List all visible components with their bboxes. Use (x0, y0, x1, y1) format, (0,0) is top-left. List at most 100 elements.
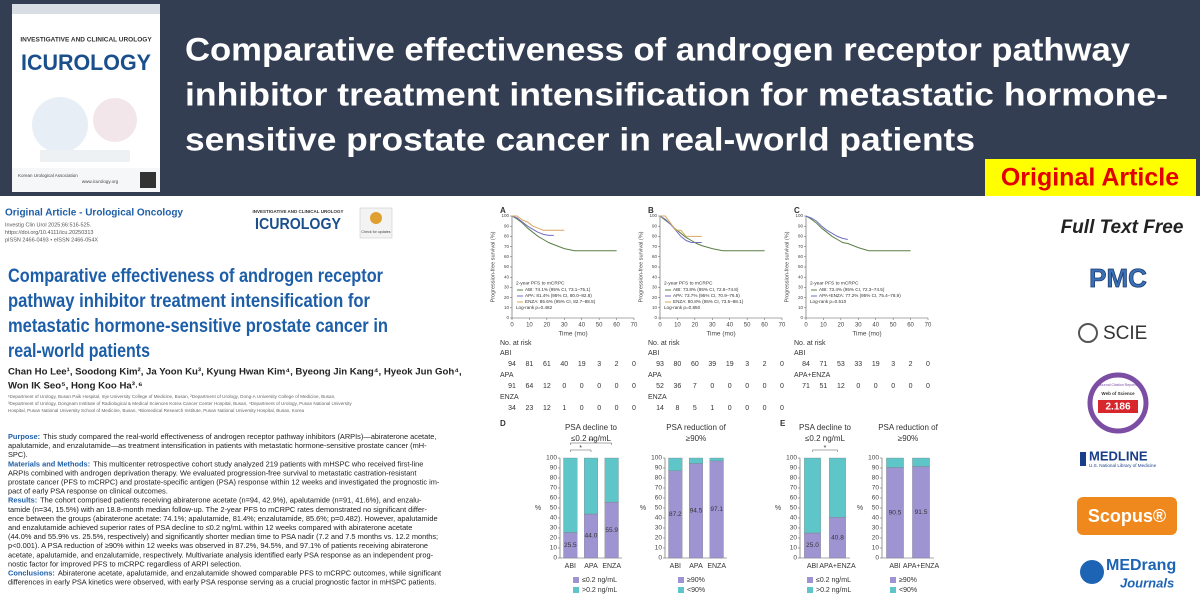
y-tick-label: 30 (798, 285, 804, 290)
y-tick-label: 100 (546, 455, 557, 462)
y-axis-label: % (640, 505, 646, 512)
at-risk-count: 0 (728, 405, 732, 412)
legend-swatch (807, 587, 813, 593)
paper-title: metastatic hormone-sensitive prostate ca… (8, 316, 388, 337)
abstract-label: Materials and Methods: (8, 459, 90, 468)
abstract-line: apalutamide, and enzalutamide—as treatme… (8, 441, 427, 450)
value-label: 97.1 (710, 506, 723, 513)
legend-swatch (890, 587, 896, 593)
x-tick-label: 0 (510, 323, 514, 329)
y-tick-label: 100 (651, 455, 662, 462)
y-tick-label: 90 (872, 465, 880, 472)
y-tick-label: 30 (652, 285, 658, 290)
y-tick-label: 100 (501, 213, 509, 218)
abstract-text: Abiraterone acetate, apalutamide, and en… (58, 568, 441, 577)
logrank: Log-rank p=0.510 (810, 299, 847, 304)
y-tick-label: 20 (550, 535, 558, 542)
header-title: sensitive prostate cancer in real-world … (185, 121, 975, 157)
at-risk-count: 0 (632, 383, 636, 390)
survival-curve (511, 215, 554, 236)
y-tick-label: 90 (798, 223, 804, 228)
at-risk-count: 52 (656, 383, 664, 390)
y-tick-label: 20 (652, 295, 658, 300)
y-tick-label: 50 (655, 505, 663, 512)
value-label: 87.2 (669, 511, 682, 518)
y-tick-label: 10 (652, 305, 658, 310)
scie-logo: SCIE (1103, 323, 1147, 344)
y-tick-label: 60 (655, 495, 663, 502)
y-tick-label: 10 (504, 305, 510, 310)
y-tick-label: 20 (872, 535, 880, 542)
legend-label: APA: 73.7% (95% CI, 70.9–76.5) (673, 293, 740, 298)
legend-label: >0.2 ng/mL (582, 587, 617, 594)
at-risk-count: 84 (802, 361, 810, 368)
abstract-text: pact of early PSA response on clinical o… (8, 487, 168, 496)
at-risk-count: 0 (780, 361, 784, 368)
scopus-box (1077, 497, 1177, 535)
abstract-label: Results: (8, 496, 37, 505)
legend-label: <90% (687, 587, 705, 594)
legend-swatch (573, 577, 579, 583)
legend-label: ABI: 73.4% (95% CI, 72.3–74.5) (819, 287, 885, 292)
cover-page (12, 4, 160, 192)
at-risk-count: 0 (874, 383, 878, 390)
value-label: 55.9 (605, 527, 618, 534)
at-risk-count: 93 (656, 361, 664, 368)
value-label: 90.5 (889, 509, 902, 516)
x-tick-label: 40 (872, 323, 879, 329)
y-tick-label: 40 (798, 274, 804, 279)
at-risk-name: APA (648, 372, 662, 379)
bar-segment (829, 457, 846, 518)
at-risk-count: 2 (909, 361, 913, 368)
legend-label: >0.2 ng/mL (816, 587, 851, 594)
abstract-text: apalutamide, and enzalutamide—as treatme… (8, 441, 427, 450)
value-label: 44.0 (585, 533, 598, 540)
at-risk-count: 0 (926, 383, 930, 390)
medline-icon (1080, 452, 1086, 466)
y-tick-label: 30 (790, 525, 798, 532)
abstract-line: (44.0% and 55.9% vs. 25.5%, respectively… (8, 532, 438, 541)
full-text: Full Text Free (1061, 217, 1184, 238)
y-tick-label: 50 (798, 264, 804, 269)
x-tick-label: 0 (804, 323, 808, 329)
y-tick-label: 40 (655, 515, 663, 522)
y-axis-label: % (775, 505, 781, 512)
y-tick-label: 30 (655, 525, 663, 532)
paper-affiliation: ¹Department of Urology, Busan Paik Hospi… (8, 394, 335, 399)
x-tick-label: 30 (855, 323, 862, 329)
impact-box (1098, 400, 1138, 413)
legend-label: ≥90% (687, 577, 705, 584)
y-tick-label: 80 (504, 234, 510, 239)
y-tick-label: 40 (550, 515, 558, 522)
at-risk-count: 34 (508, 405, 516, 412)
abstract-text: (44.0% and 55.9% vs. 25.5%, respectively… (8, 532, 438, 541)
at-risk-name: ENZA (648, 394, 667, 401)
bar-segment (912, 457, 930, 467)
x-tick-label: 70 (925, 323, 932, 329)
at-risk-count: 94 (508, 361, 516, 368)
at-risk-count: 71 (820, 361, 828, 368)
impact-factor: 2.186 (1105, 402, 1130, 413)
abstract-line: Results: The cohort comprised patients re… (8, 496, 422, 505)
y-tick-label: 40 (790, 515, 798, 522)
y-tick-label: 20 (655, 535, 663, 542)
abstract-line: nostic factor for improved PFS to mCRPC … (8, 559, 242, 568)
survival-curve (805, 215, 911, 252)
legend-swatch (678, 587, 684, 593)
x-tick-label: APA (584, 563, 598, 570)
y-tick-label: 30 (872, 525, 880, 532)
x-tick-label: 0 (658, 323, 662, 329)
x-tick-label: 20 (838, 323, 845, 329)
y-tick-label: 50 (790, 505, 798, 512)
legend-swatch (573, 587, 579, 593)
x-tick-label: 50 (890, 323, 897, 329)
y-tick-label: 80 (652, 234, 658, 239)
scie-icon (1078, 323, 1098, 343)
abstract-text: nostic factor for improved PFS to mCRPC … (8, 559, 242, 568)
y-tick-label: 70 (652, 244, 658, 249)
at-risk-count: 0 (615, 383, 619, 390)
y-tick-label: 0 (800, 315, 803, 320)
check-icon (370, 212, 382, 224)
x-tick-label: 60 (613, 323, 620, 329)
